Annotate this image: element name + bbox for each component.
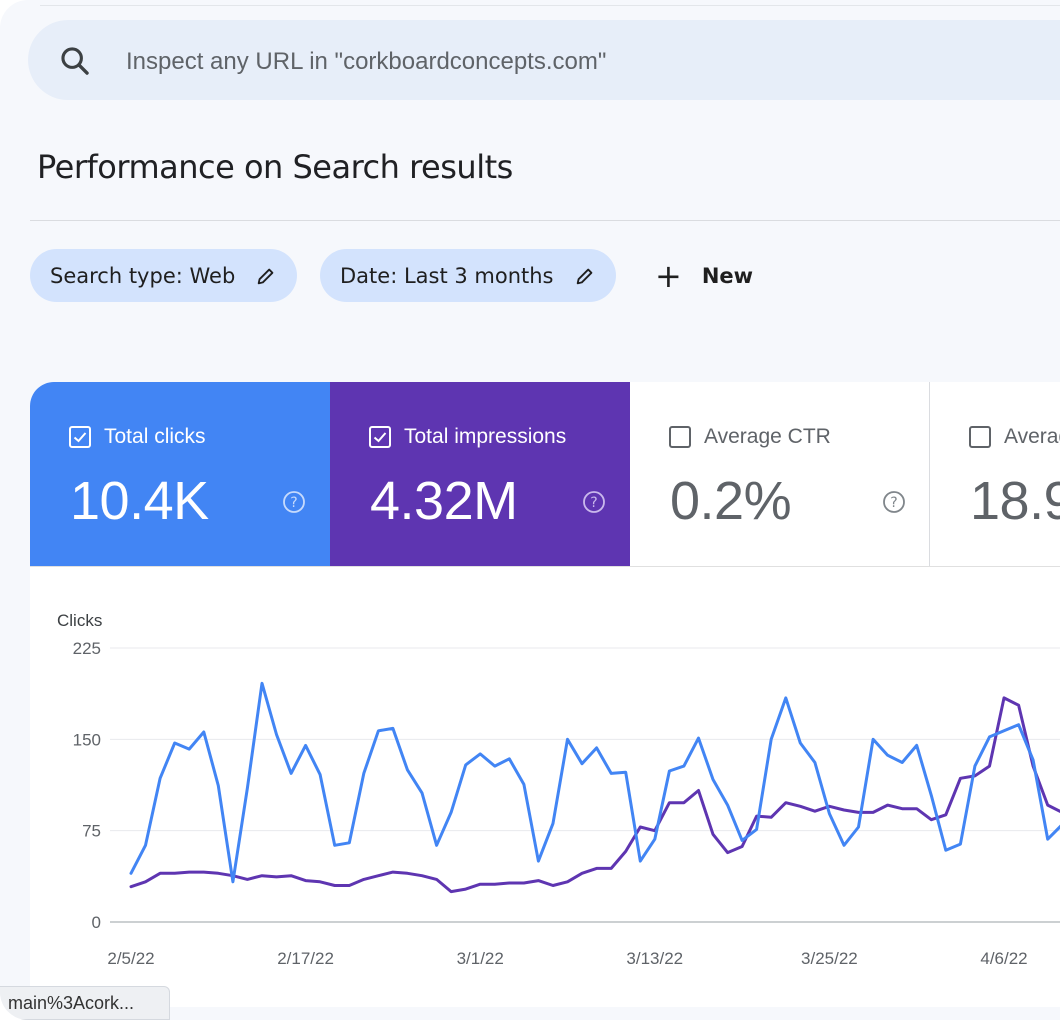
y-axis-label: Clicks xyxy=(57,611,102,630)
status-bar-url: main%3Acork... xyxy=(0,986,170,1020)
metric-card-average-ctr[interactable]: Average CTR 0.2% ? xyxy=(630,382,930,566)
x-tick-label: 3/25/22 xyxy=(801,949,858,968)
new-filter-label: New xyxy=(701,264,754,288)
metric-label: Averag xyxy=(1004,425,1060,448)
filter-chip-search-type[interactable]: Search type: Web xyxy=(30,249,298,302)
x-tick-label: 2/17/22 xyxy=(277,949,334,968)
title-divider xyxy=(30,220,1060,221)
metric-value: 4.32M xyxy=(370,471,518,531)
metric-cards: Total clicks 10.4K ? Total impressions 4… xyxy=(30,382,1060,566)
page-title: Performance on Search results xyxy=(37,148,513,186)
metric-label: Total clicks xyxy=(104,425,206,448)
checkbox-unchecked-icon[interactable] xyxy=(668,425,692,449)
top-divider xyxy=(40,5,1060,6)
filter-chip-date[interactable]: Date: Last 3 months xyxy=(320,249,616,302)
svg-text:?: ? xyxy=(590,495,597,511)
svg-text:?: ? xyxy=(290,495,297,511)
metric-value: 10.4K xyxy=(70,471,209,531)
x-tick-label: 2/5/22 xyxy=(107,949,154,968)
filter-chip-label: Date: Last 3 months xyxy=(340,263,554,288)
metric-card-average-position[interactable]: Averag 18.9 xyxy=(930,382,1060,566)
x-tick-label: 3/13/22 xyxy=(626,949,683,968)
y-tick-label: 0 xyxy=(92,913,101,932)
performance-line-chart[interactable]: Clicks 225 150 75 0 2/5/22 2/17/22 3/1/22 3/13/2… xyxy=(30,567,1060,1007)
impressions-series-line xyxy=(129,696,1060,894)
new-filter-button[interactable]: + New xyxy=(655,254,753,298)
metric-value: 0.2% xyxy=(670,471,792,531)
clicks-series-line xyxy=(129,681,1060,884)
help-icon[interactable]: ? xyxy=(882,490,906,514)
help-icon[interactable]: ? xyxy=(582,490,606,514)
search-icon[interactable] xyxy=(58,44,92,78)
performance-chart-card: Clicks 225 150 75 0 2/5/22 2/17/22 3/1/22 3/13/2… xyxy=(30,566,1060,1007)
checkbox-checked-icon[interactable] xyxy=(368,425,392,449)
metric-value: 18.9 xyxy=(970,471,1060,531)
svg-text:?: ? xyxy=(890,495,897,511)
pencil-icon xyxy=(258,268,274,284)
checkbox-checked-icon[interactable] xyxy=(68,425,92,449)
y-tick-label: 150 xyxy=(73,730,101,749)
pencil-icon xyxy=(576,268,592,284)
y-tick-label: 225 xyxy=(73,639,101,658)
metric-card-total-impressions[interactable]: Total impressions 4.32M ? xyxy=(330,382,630,566)
metric-card-total-clicks[interactable]: Total clicks 10.4K ? xyxy=(30,382,330,566)
plus-icon: + xyxy=(655,257,682,295)
x-tick-label: 3/1/22 xyxy=(457,949,504,968)
y-tick-label: 75 xyxy=(82,822,101,841)
url-inspection-input[interactable] xyxy=(124,44,828,80)
filter-chip-label: Search type: Web xyxy=(50,263,236,288)
checkbox-unchecked-icon[interactable] xyxy=(968,425,992,449)
help-icon[interactable]: ? xyxy=(282,490,306,514)
metric-label: Average CTR xyxy=(704,425,831,448)
metric-label: Total impressions xyxy=(404,425,567,448)
x-tick-label: 4/6/22 xyxy=(980,949,1027,968)
